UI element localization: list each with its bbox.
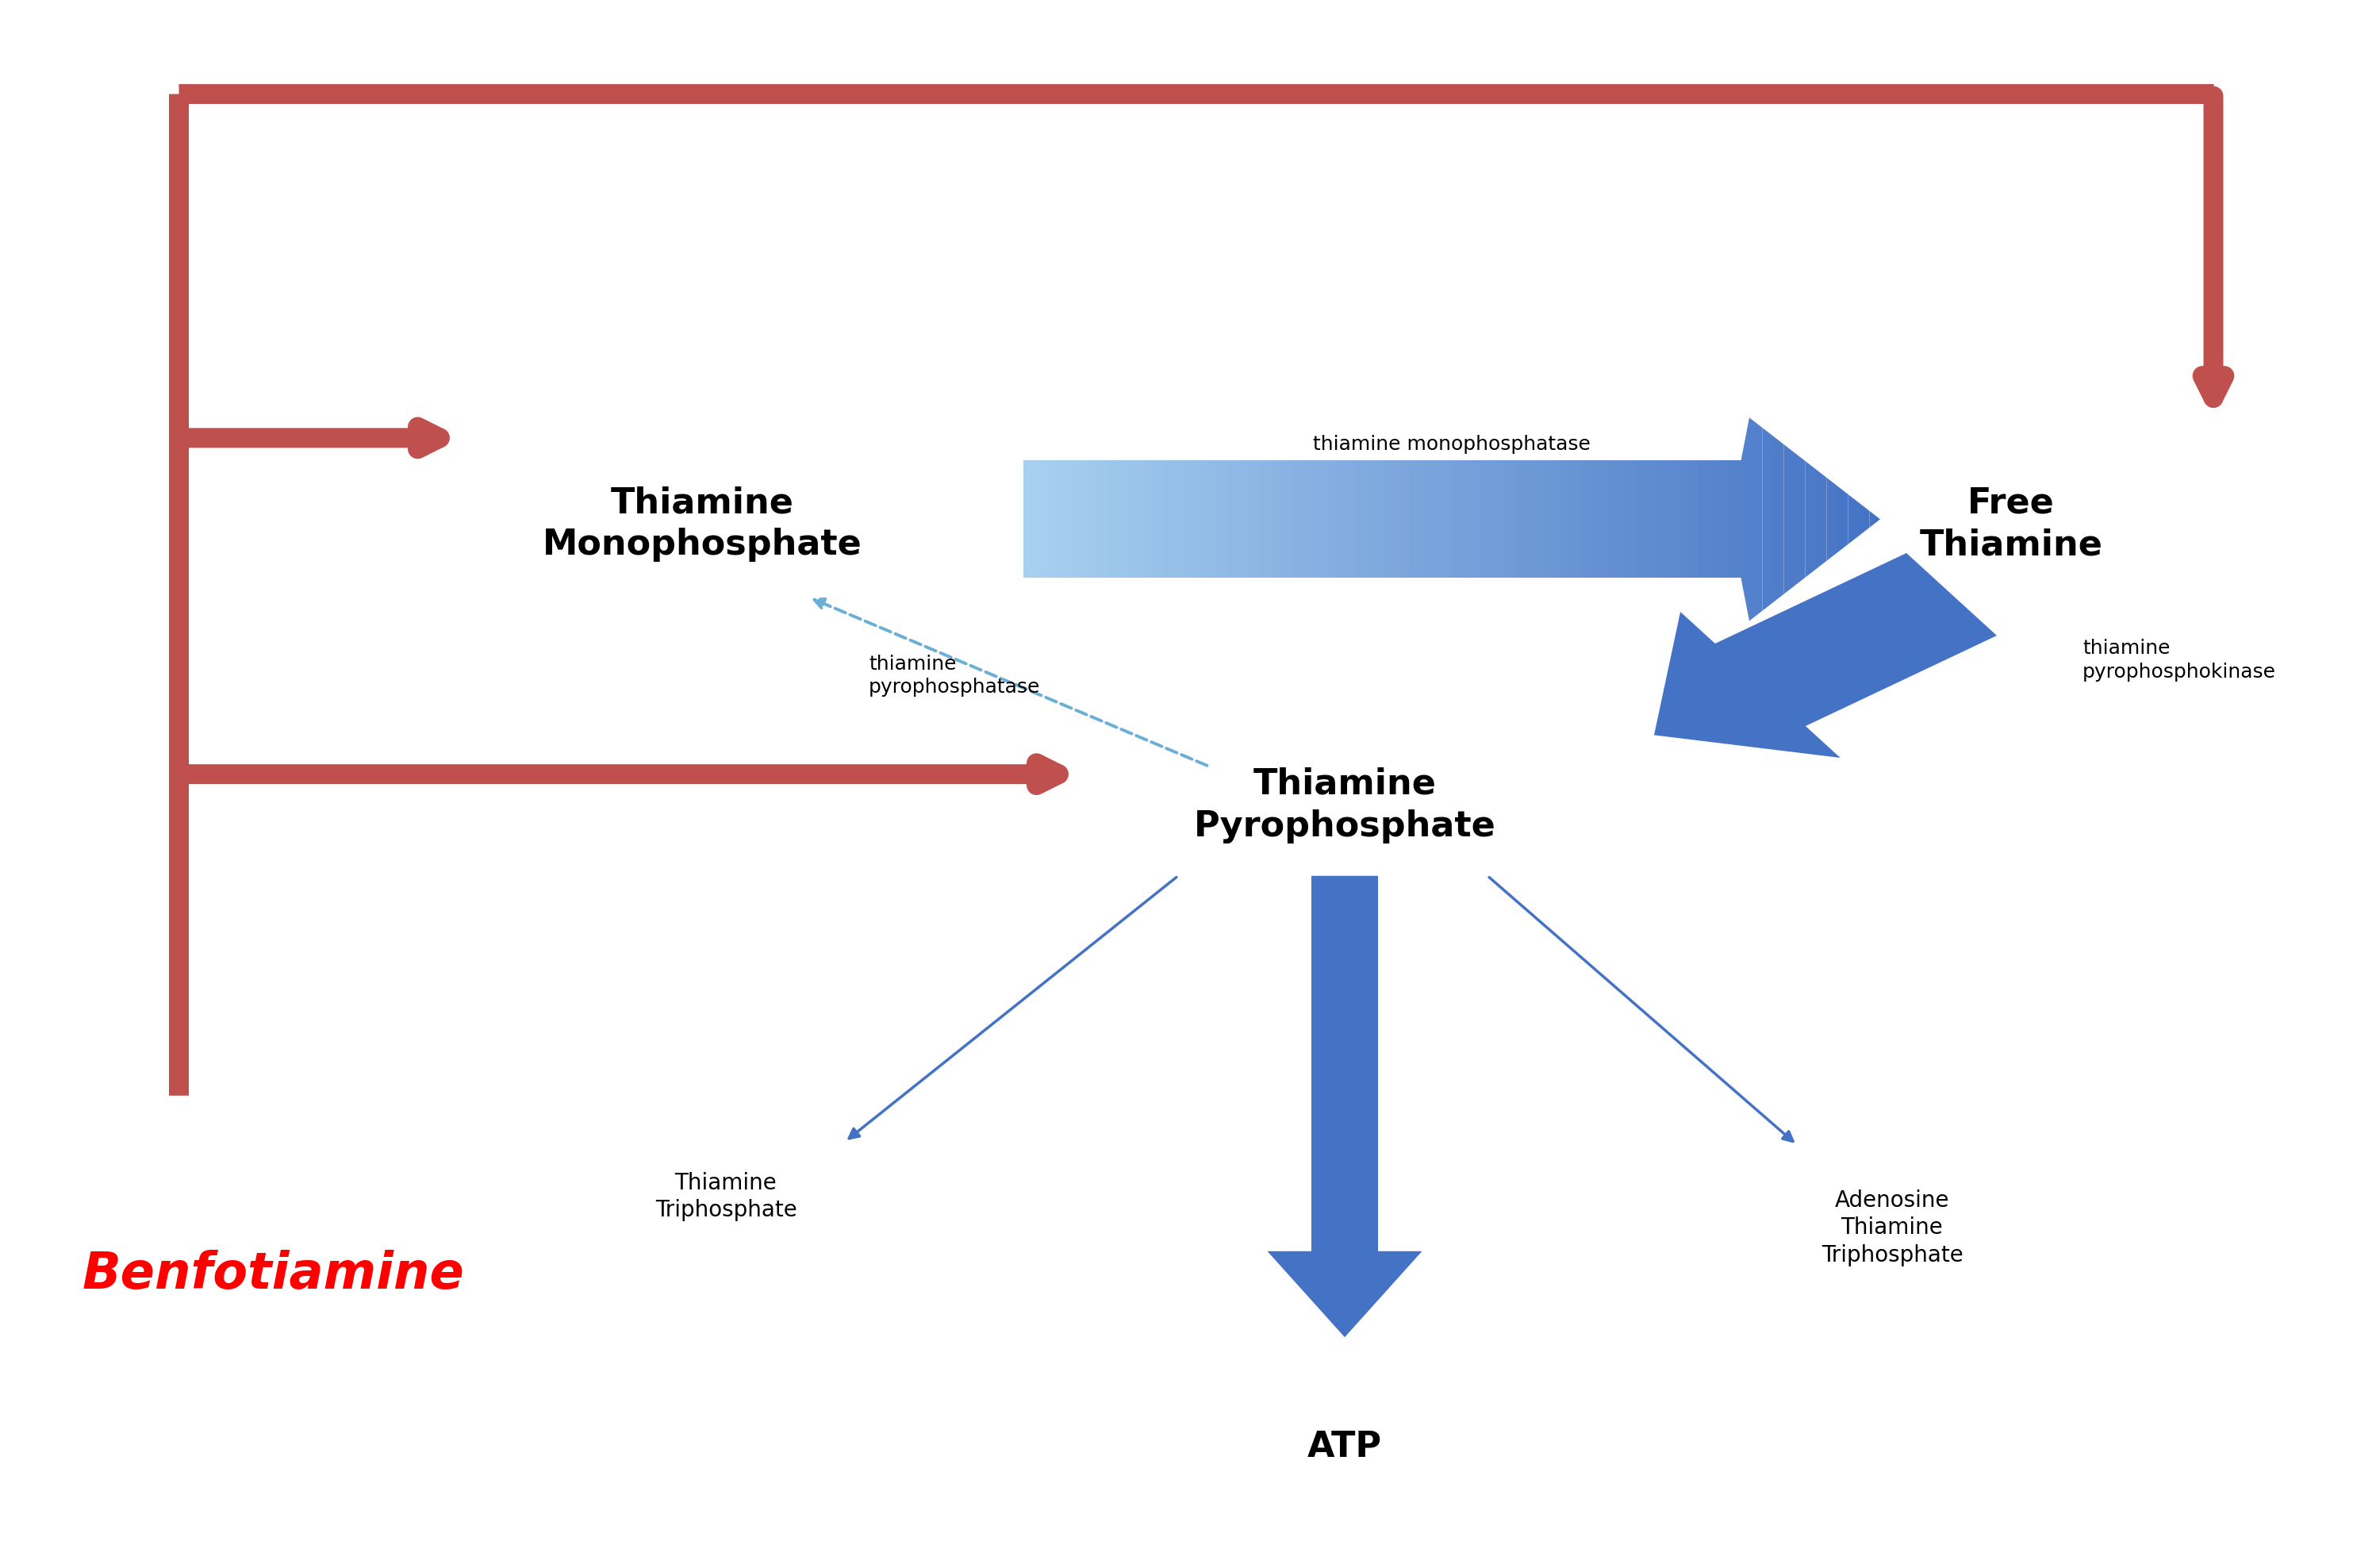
Polygon shape (1161, 460, 1173, 579)
Text: Thiamine
Pyrophosphate: Thiamine Pyrophosphate (1195, 768, 1495, 843)
Polygon shape (1580, 460, 1590, 579)
Text: Thiamine
Triphosphate: Thiamine Triphosphate (655, 1171, 797, 1221)
Polygon shape (1699, 460, 1709, 579)
Polygon shape (1666, 460, 1676, 579)
Polygon shape (1323, 460, 1333, 579)
Polygon shape (1761, 427, 1773, 610)
Polygon shape (1280, 460, 1290, 579)
Polygon shape (1119, 460, 1130, 579)
Polygon shape (1238, 460, 1247, 579)
Polygon shape (1549, 460, 1559, 579)
Text: thiamine
pyrophosphokinase: thiamine pyrophosphokinase (2082, 638, 2275, 682)
Polygon shape (1271, 460, 1280, 579)
Polygon shape (1795, 452, 1804, 586)
Polygon shape (1023, 460, 1033, 579)
Polygon shape (1718, 460, 1730, 579)
Polygon shape (1635, 460, 1645, 579)
Polygon shape (1173, 460, 1185, 579)
Polygon shape (1526, 460, 1537, 579)
Polygon shape (1602, 460, 1614, 579)
Polygon shape (1590, 460, 1602, 579)
Polygon shape (1388, 460, 1399, 579)
Polygon shape (1097, 460, 1109, 579)
Polygon shape (1730, 460, 1740, 579)
Polygon shape (1418, 460, 1430, 579)
Polygon shape (1516, 460, 1526, 579)
Polygon shape (1033, 460, 1045, 579)
Polygon shape (1871, 511, 1880, 527)
Text: thiamine
pyrophosphatase: thiamine pyrophosphatase (869, 654, 1040, 698)
Polygon shape (1645, 460, 1656, 579)
Polygon shape (1345, 460, 1357, 579)
Polygon shape (1571, 460, 1580, 579)
Polygon shape (1785, 444, 1795, 594)
Text: ATP: ATP (1307, 1429, 1383, 1464)
Polygon shape (1409, 460, 1418, 579)
Polygon shape (1057, 460, 1066, 579)
Polygon shape (1142, 460, 1152, 579)
Polygon shape (1130, 460, 1142, 579)
Polygon shape (1430, 460, 1442, 579)
Polygon shape (1816, 469, 1828, 569)
Polygon shape (1452, 460, 1461, 579)
Polygon shape (1302, 460, 1314, 579)
Polygon shape (1333, 460, 1345, 579)
Polygon shape (1228, 460, 1238, 579)
Polygon shape (1290, 460, 1302, 579)
Polygon shape (1859, 502, 1871, 536)
Polygon shape (1507, 460, 1516, 579)
Polygon shape (1076, 460, 1088, 579)
Polygon shape (1152, 460, 1161, 579)
Polygon shape (1654, 554, 1997, 759)
Polygon shape (1495, 460, 1507, 579)
Polygon shape (1709, 460, 1718, 579)
Text: Thiamine
Monophosphate: Thiamine Monophosphate (543, 486, 862, 561)
Polygon shape (1847, 494, 1859, 544)
Polygon shape (1656, 460, 1666, 579)
Polygon shape (1804, 461, 1816, 577)
Polygon shape (1837, 486, 1847, 552)
Polygon shape (1216, 460, 1228, 579)
Polygon shape (1442, 460, 1452, 579)
Text: thiamine monophosphatase: thiamine monophosphatase (1314, 435, 1590, 454)
Polygon shape (1559, 460, 1571, 579)
Polygon shape (1259, 460, 1271, 579)
Polygon shape (1773, 436, 1785, 602)
Polygon shape (1485, 460, 1495, 579)
Polygon shape (1195, 460, 1204, 579)
Text: Adenosine
Thiamine
Triphosphate: Adenosine Thiamine Triphosphate (1821, 1189, 1964, 1267)
Polygon shape (1247, 460, 1259, 579)
Polygon shape (1366, 460, 1376, 579)
Polygon shape (1740, 418, 1752, 621)
Polygon shape (1752, 419, 1761, 619)
Polygon shape (1399, 460, 1409, 579)
Polygon shape (1314, 460, 1323, 579)
Polygon shape (1687, 460, 1699, 579)
Polygon shape (1614, 460, 1623, 579)
Polygon shape (1045, 460, 1057, 579)
Polygon shape (1461, 460, 1473, 579)
Polygon shape (1266, 876, 1421, 1337)
Polygon shape (1676, 460, 1687, 579)
Polygon shape (1537, 460, 1549, 579)
Polygon shape (1623, 460, 1635, 579)
Polygon shape (1066, 460, 1076, 579)
Polygon shape (1828, 477, 1837, 561)
Text: Benfotiamine: Benfotiamine (83, 1250, 464, 1300)
Polygon shape (1109, 460, 1119, 579)
Polygon shape (1376, 460, 1388, 579)
Polygon shape (1357, 460, 1366, 579)
Polygon shape (1088, 460, 1097, 579)
Polygon shape (1473, 460, 1485, 579)
Polygon shape (1204, 460, 1216, 579)
Text: Free
Thiamine: Free Thiamine (1921, 486, 2102, 561)
Polygon shape (1185, 460, 1195, 579)
